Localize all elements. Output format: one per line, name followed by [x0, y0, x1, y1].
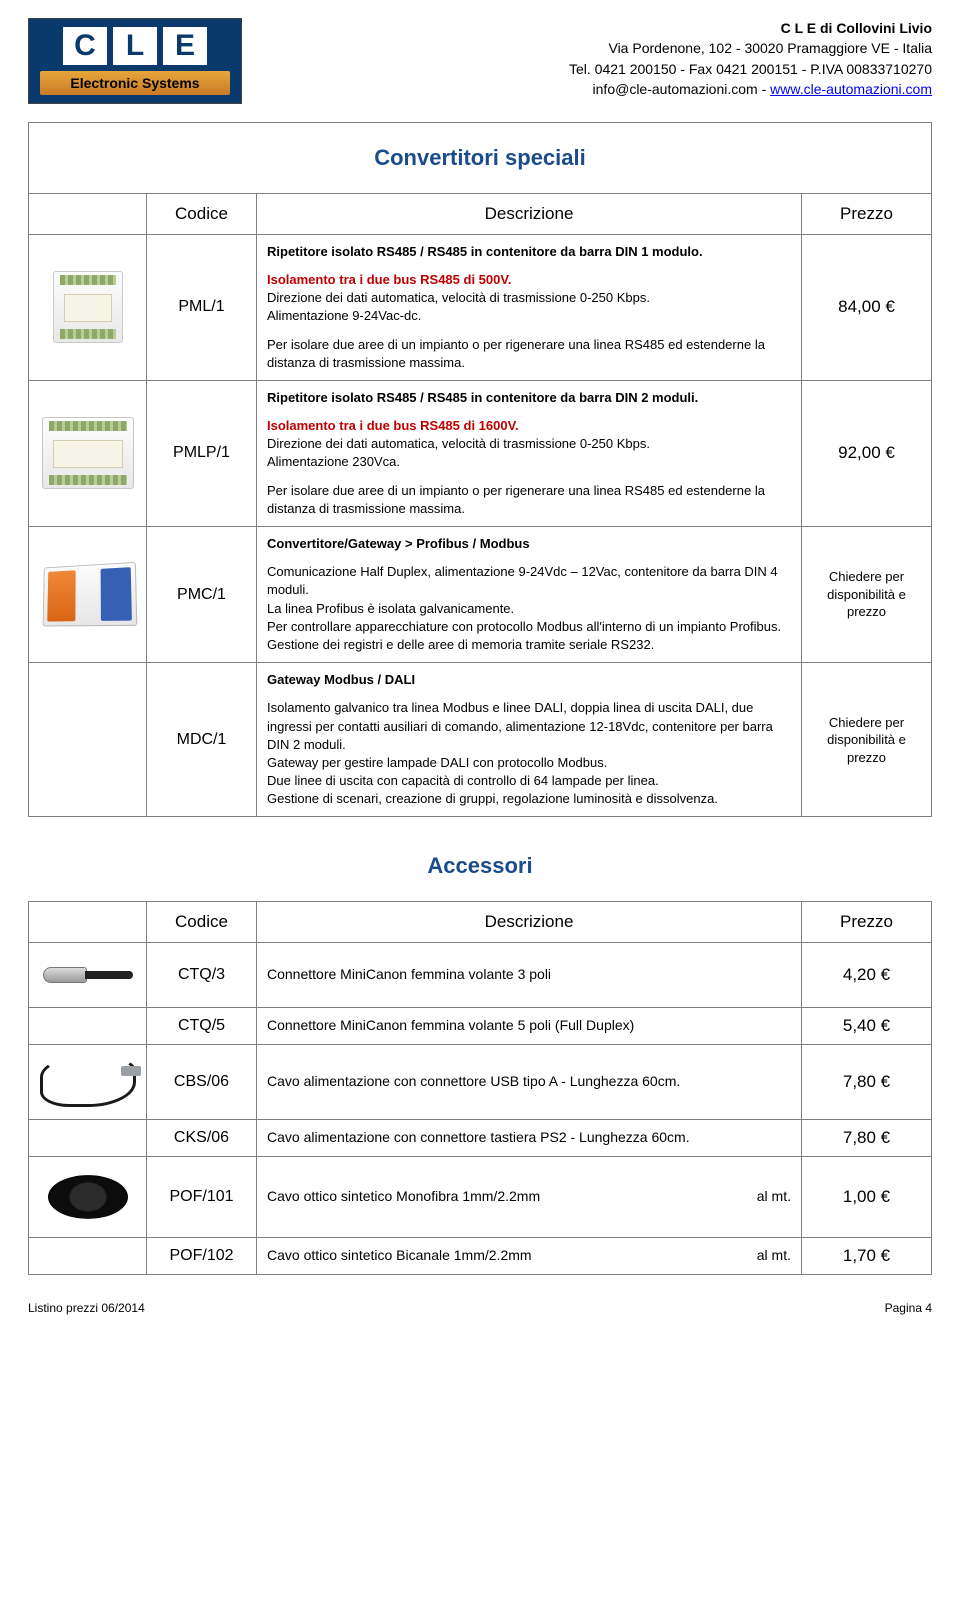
product-description: Cavo alimentazione con connettore USB ti… [257, 1045, 802, 1120]
product-body-2: Per isolare due aree di un impianto o pe… [267, 336, 791, 372]
product-price: Chiedere per disponibilità e prezzo [802, 527, 932, 663]
company-email: info@cle-automazioni.com [593, 81, 758, 97]
footer-left: Listino prezzi 06/2014 [28, 1301, 145, 1315]
product-image [29, 663, 147, 817]
product-body: Comunicazione Half Duplex, alimentazione… [267, 563, 791, 654]
product-desc-text: Cavo ottico sintetico Bicanale 1mm/2.2mm [267, 1247, 532, 1263]
product-code: POF/102 [147, 1238, 257, 1275]
product-highlight: Isolamento tra i due bus RS485 di 500V. [267, 272, 511, 287]
product-price: 4,20 € [802, 943, 932, 1008]
product-image [53, 271, 123, 343]
product-description: Cavo alimentazione con connettore tastie… [257, 1120, 802, 1157]
product-image [43, 957, 133, 993]
company-phone: Tel. 0421 200150 - Fax 0421 200151 - P.I… [254, 59, 932, 79]
product-body-2: Per isolare due aree di un impianto o pe… [267, 482, 791, 518]
company-name: C L E di Collovini Livio [254, 18, 932, 38]
table-row: CBS/06 Cavo alimentazione con connettore… [29, 1045, 932, 1120]
logo: C L E Electronic Systems [28, 18, 242, 104]
footer-right: Pagina 4 [885, 1301, 932, 1315]
accessories-table: Accessori Codice Descrizione Prezzo CTQ/… [28, 839, 932, 1275]
table-row: CKS/06 Cavo alimentazione con connettore… [29, 1120, 932, 1157]
product-code: POF/101 [147, 1157, 257, 1238]
product-highlight: Isolamento tra i due bus RS485 di 1600V. [267, 418, 519, 433]
header-descrizione: Descrizione [257, 902, 802, 943]
header-image-col [29, 194, 147, 235]
product-price: 1,70 € [802, 1238, 932, 1275]
product-description: Ripetitore isolato RS485 / RS485 in cont… [257, 234, 802, 380]
company-website-link[interactable]: www.cle-automazioni.com [770, 81, 932, 97]
product-image [40, 1057, 136, 1107]
product-body: Direzione dei dati automatica, velocità … [267, 290, 650, 323]
product-body: Direzione dei dati automatica, velocità … [267, 436, 650, 469]
product-code: MDC/1 [147, 663, 257, 817]
product-price: 92,00 € [802, 380, 932, 526]
product-title: Gateway Modbus / DALI [267, 671, 791, 689]
product-image [29, 1008, 147, 1045]
table-row: MDC/1 Gateway Modbus / DALI Isolamento g… [29, 663, 932, 817]
product-image [48, 1175, 128, 1219]
table-row: PMC/1 Convertitore/Gateway > Profibus / … [29, 527, 932, 663]
product-image [29, 1120, 147, 1157]
logo-subtitle: Electronic Systems [40, 71, 230, 95]
product-price: 7,80 € [802, 1045, 932, 1120]
table-row: POF/102 Cavo ottico sintetico Bicanale 1… [29, 1238, 932, 1275]
product-unit: al mt. [757, 1187, 791, 1207]
header-codice: Codice [147, 194, 257, 235]
table-row: CTQ/3 Connettore MiniCanon femmina volan… [29, 943, 932, 1008]
product-desc-text: Cavo ottico sintetico Monofibra 1mm/2.2m… [267, 1188, 540, 1204]
header-prezzo: Prezzo [802, 902, 932, 943]
page-header: C L E Electronic Systems C L E di Collov… [28, 18, 932, 104]
table-row: PML/1 Ripetitore isolato RS485 / RS485 i… [29, 234, 932, 380]
product-code: CKS/06 [147, 1120, 257, 1157]
header-codice: Codice [147, 902, 257, 943]
separator: - [758, 81, 770, 97]
product-image [42, 417, 134, 489]
section-title: Convertitori speciali [39, 131, 921, 185]
header-descrizione: Descrizione [257, 194, 802, 235]
product-image [29, 1238, 147, 1275]
logo-letter: L [113, 27, 157, 65]
logo-letter: C [63, 27, 107, 65]
product-title: Ripetitore isolato RS485 / RS485 in cont… [267, 389, 791, 407]
table-row: CTQ/5 Connettore MiniCanon femmina volan… [29, 1008, 932, 1045]
product-description: Ripetitore isolato RS485 / RS485 in cont… [257, 380, 802, 526]
product-code: CTQ/3 [147, 943, 257, 1008]
product-title: Convertitore/Gateway > Profibus / Modbus [267, 535, 791, 553]
product-price: Chiedere per disponibilità e prezzo [802, 663, 932, 817]
product-price: 7,80 € [802, 1120, 932, 1157]
product-code: PMLP/1 [147, 380, 257, 526]
product-code: PMC/1 [147, 527, 257, 663]
page-footer: Listino prezzi 06/2014 Pagina 4 [28, 1301, 932, 1315]
product-description: Gateway Modbus / DALI Isolamento galvani… [257, 663, 802, 817]
table-row: POF/101 Cavo ottico sintetico Monofibra … [29, 1157, 932, 1238]
product-image [42, 561, 137, 626]
company-info: C L E di Collovini Livio Via Pordenone, … [254, 18, 932, 104]
product-price: 5,40 € [802, 1008, 932, 1045]
product-description: Cavo ottico sintetico Monofibra 1mm/2.2m… [257, 1157, 802, 1238]
product-price: 1,00 € [802, 1157, 932, 1238]
product-code: PML/1 [147, 234, 257, 380]
logo-letter: E [163, 27, 207, 65]
products-table: Convertitori speciali Codice Descrizione… [28, 122, 932, 817]
company-address: Via Pordenone, 102 - 30020 Pramaggiore V… [254, 38, 932, 58]
header-prezzo: Prezzo [802, 194, 932, 235]
header-image-col [29, 902, 147, 943]
table-row: PMLP/1 Ripetitore isolato RS485 / RS485 … [29, 380, 932, 526]
product-body: Isolamento galvanico tra linea Modbus e … [267, 699, 791, 808]
product-description: Convertitore/Gateway > Profibus / Modbus… [257, 527, 802, 663]
product-code: CBS/06 [147, 1045, 257, 1120]
product-description: Cavo ottico sintetico Bicanale 1mm/2.2mm… [257, 1238, 802, 1275]
product-description: Connettore MiniCanon femmina volante 3 p… [257, 943, 802, 1008]
product-code: CTQ/5 [147, 1008, 257, 1045]
product-description: Connettore MiniCanon femmina volante 5 p… [257, 1008, 802, 1045]
product-unit: al mt. [757, 1246, 791, 1266]
section-title: Accessori [39, 839, 922, 893]
product-price: 84,00 € [802, 234, 932, 380]
product-title: Ripetitore isolato RS485 / RS485 in cont… [267, 243, 791, 261]
